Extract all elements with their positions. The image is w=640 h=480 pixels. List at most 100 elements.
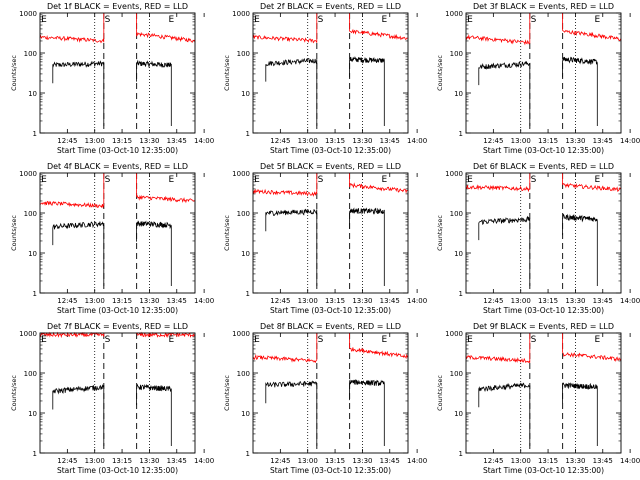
x-tick-label: 14:00 (194, 457, 214, 465)
x-axis-label: Start Time (03-Oct-10 12:35:00) (57, 466, 178, 475)
y-tick-label: 10 (454, 410, 463, 418)
x-tick-label: 13:15 (112, 457, 132, 465)
x-tick-label: 12:45 (270, 297, 290, 305)
plot-frame (39, 172, 196, 294)
y-tick-label: 10 (454, 250, 463, 258)
series-events-line (562, 56, 598, 126)
chart-title: Det 6f BLACK = Events, RED = LLD (473, 162, 614, 171)
marker-end: E (168, 175, 174, 185)
marker-end-left: E (254, 335, 260, 345)
x-tick-label: 13:30 (352, 457, 372, 465)
x-tick-label: 12:45 (270, 137, 290, 145)
x-tick-label: 13:30 (565, 457, 585, 465)
x-tick-label: 13:30 (139, 297, 159, 305)
y-tick-label: 10 (28, 250, 37, 258)
series-events-line (52, 60, 105, 126)
y-tick-label: 1 (33, 290, 37, 298)
marker-start: S (318, 335, 324, 345)
y-axis-label: Counts/sec (223, 215, 231, 251)
x-tick-label: 13:45 (167, 137, 187, 145)
marker-end: E (381, 15, 387, 25)
series-lld-line (465, 13, 531, 46)
x-tick-label: 12:45 (57, 137, 77, 145)
marker-end: E (594, 175, 600, 185)
chart-title: Det 3f BLACK = Events, RED = LLD (473, 2, 614, 11)
y-axis-label: Counts/sec (10, 55, 18, 91)
plot-frame (252, 172, 409, 294)
marker-end-left: E (467, 335, 473, 345)
marker-end-left: E (467, 15, 473, 25)
x-tick-label: 13:30 (352, 137, 372, 145)
marker-end-left: E (467, 175, 473, 185)
x-tick-label: 13:30 (565, 137, 585, 145)
series-lld-line (39, 173, 105, 209)
x-axis-label: Start Time (03-Oct-10 12:35:00) (270, 306, 391, 315)
y-tick-label: 1 (246, 290, 250, 298)
series-lld-line (252, 173, 318, 197)
plot-frame (252, 332, 409, 454)
series-lld-line (39, 331, 105, 339)
x-tick-label: 14:00 (407, 297, 427, 305)
chart-panel-5: Det 5f BLACK = Events, RED = LLD Counts/s… (223, 162, 427, 315)
chart-title: Det 9f BLACK = Events, RED = LLD (473, 322, 614, 331)
y-tick-label: 1000 (445, 170, 463, 178)
series-events-line (562, 382, 598, 446)
x-tick-label: 14:00 (620, 457, 640, 465)
x-tick-label: 13:45 (593, 137, 613, 145)
marker-start: S (105, 335, 111, 345)
x-tick-label: 13:00 (298, 457, 318, 465)
series-events-line (478, 215, 531, 286)
series-events-line (349, 207, 385, 286)
x-tick-label: 14:00 (620, 137, 640, 145)
chart-title: Det 1f BLACK = Events, RED = LLD (47, 2, 188, 11)
y-tick-label: 1 (246, 450, 250, 458)
x-tick-label: 13:15 (538, 457, 558, 465)
x-tick-label: 13:00 (298, 297, 318, 305)
y-tick-label: 100 (450, 50, 463, 58)
x-tick-label: 14:00 (194, 137, 214, 145)
series-events-line (52, 384, 105, 446)
series-lld-line (252, 333, 318, 364)
x-tick-label: 13:45 (380, 137, 400, 145)
x-tick-label: 13:45 (593, 297, 613, 305)
y-tick-label: 100 (24, 50, 37, 58)
series-lld-line (562, 333, 622, 362)
series-events-line (349, 379, 385, 446)
y-tick-label: 1000 (445, 10, 463, 18)
x-axis-label: Start Time (03-Oct-10 12:35:00) (483, 466, 604, 475)
series-lld-line (349, 173, 409, 194)
plot-frame (465, 172, 622, 294)
chart-title: Det 8f BLACK = Events, RED = LLD (260, 322, 401, 331)
series-lld-line (349, 13, 409, 41)
series-events-line (265, 208, 318, 286)
y-tick-label: 1000 (19, 170, 37, 178)
marker-end-left: E (41, 335, 47, 345)
marker-end: E (381, 335, 387, 345)
plot-frame (465, 332, 622, 454)
x-tick-label: 13:15 (538, 297, 558, 305)
y-axis-label: Counts/sec (223, 375, 231, 411)
chart-title: Det 5f BLACK = Events, RED = LLD (260, 162, 401, 171)
marker-start: S (531, 335, 537, 345)
x-tick-label: 13:15 (538, 137, 558, 145)
y-axis-label: Counts/sec (10, 375, 18, 411)
series-lld-line (39, 13, 105, 44)
marker-start: S (105, 15, 111, 25)
series-lld-line (465, 173, 531, 193)
series-events-line (136, 59, 172, 126)
chart-panel-2: Det 2f BLACK = Events, RED = LLD Counts/s… (223, 2, 427, 155)
marker-end: E (594, 335, 600, 345)
x-axis-label: Start Time (03-Oct-10 12:35:00) (57, 306, 178, 315)
y-tick-label: 10 (28, 410, 37, 418)
y-tick-label: 1000 (232, 10, 250, 18)
x-tick-label: 12:45 (483, 297, 503, 305)
x-axis-label: Start Time (03-Oct-10 12:35:00) (57, 146, 178, 155)
x-tick-label: 13:00 (511, 457, 531, 465)
x-tick-label: 14:00 (407, 457, 427, 465)
chart-title: Det 4f BLACK = Events, RED = LLD (47, 162, 188, 171)
x-tick-label: 13:30 (565, 297, 585, 305)
series-events-line (562, 213, 598, 286)
series-lld-line (349, 333, 409, 360)
y-tick-label: 100 (237, 210, 250, 218)
y-axis-label: Counts/sec (436, 55, 444, 91)
